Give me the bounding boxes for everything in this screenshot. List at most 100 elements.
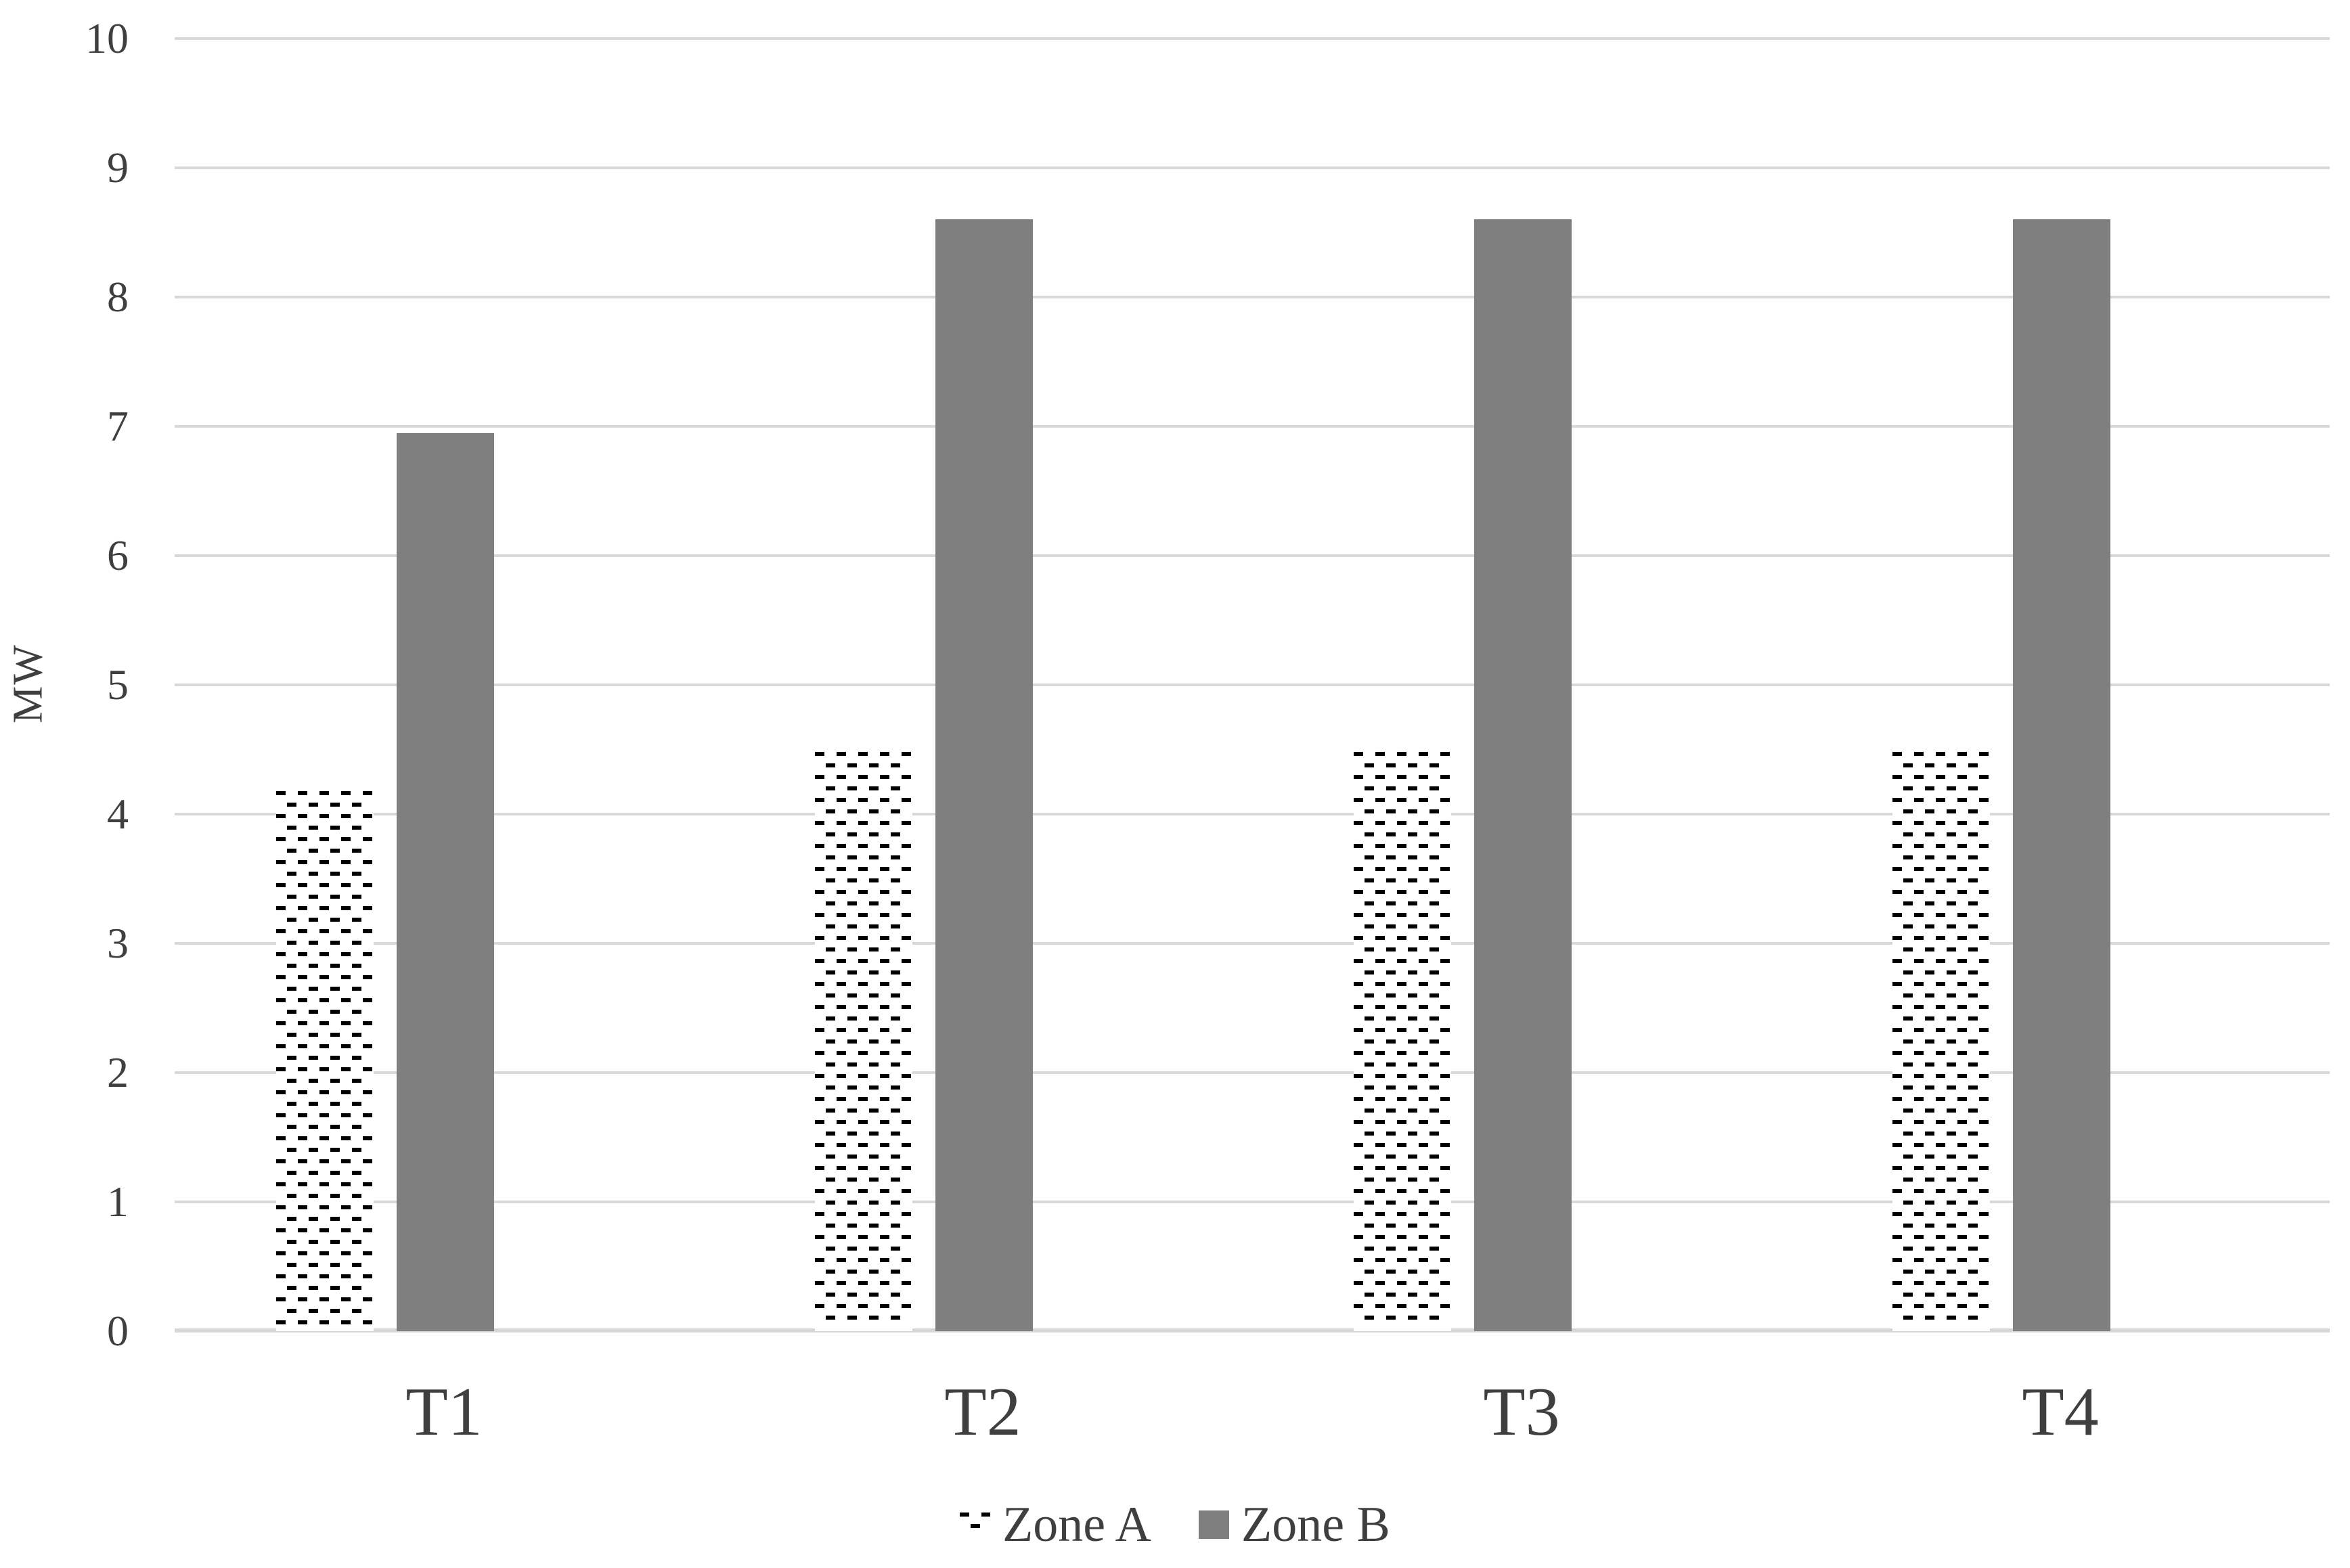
legend-item-zone-b: Zone B <box>1199 1494 1390 1555</box>
pattern-dash-row <box>1892 878 1990 882</box>
pattern-dash-row <box>815 1281 912 1285</box>
pattern-dash-row <box>276 1240 374 1244</box>
pattern-dash-row <box>276 860 374 864</box>
pattern-dash-row <box>276 849 374 853</box>
pattern-dash-row <box>276 952 374 956</box>
pattern-dash-row <box>1354 1039 1451 1044</box>
pattern-dash-row <box>1354 1178 1451 1182</box>
y-tick-label: 5 <box>107 660 129 709</box>
pattern-dash-row <box>276 1113 374 1117</box>
pattern-dash-row <box>1354 1293 1451 1297</box>
category-label-t2: T2 <box>944 1374 1021 1450</box>
pattern-dash-row <box>1354 832 1451 836</box>
category-label-t1: T1 <box>405 1374 483 1450</box>
bar-zone-a-t1 <box>276 788 374 1331</box>
gridline <box>175 684 2330 686</box>
pattern-dash-row <box>1892 1270 1990 1274</box>
pattern-dash-row <box>276 791 374 795</box>
pattern-dash-row <box>1354 1304 1451 1308</box>
y-tick-label: 2 <box>107 1048 129 1096</box>
pattern-dash-row <box>1892 1166 1990 1170</box>
pattern-dash-row <box>1354 1051 1451 1055</box>
pattern-dash-row <box>1354 1016 1451 1021</box>
pattern-dash-row <box>1892 947 1990 951</box>
pattern-dash-row <box>1892 1051 1990 1055</box>
pattern-dash-row <box>815 809 912 813</box>
pattern-dash-row <box>276 906 374 910</box>
pattern-dash-row <box>1354 1120 1451 1124</box>
pattern-dash-row <box>1892 970 1990 975</box>
pattern-dash-row <box>1892 1108 1990 1113</box>
pattern-dash-row <box>1892 855 1990 859</box>
pattern-dash-row <box>1354 1201 1451 1205</box>
pattern-dash-row <box>1892 763 1990 767</box>
pattern-dash-row <box>815 1028 912 1032</box>
pattern-dash-row <box>815 1016 912 1021</box>
pattern-dash-row <box>815 901 912 905</box>
pattern-dash-row <box>1892 936 1990 940</box>
category-slot-t2 <box>713 39 1252 1331</box>
pattern-dash-row <box>1892 798 1990 802</box>
pattern-dash-row <box>1354 1166 1451 1170</box>
pattern-dash-row <box>815 775 912 779</box>
legend: Zone A Zone B <box>0 1494 2350 1555</box>
gridline <box>175 425 2330 428</box>
pattern-dash-row <box>276 1159 374 1163</box>
pattern-dash-row <box>815 1178 912 1182</box>
pattern-dash-row <box>1892 1028 1990 1032</box>
pattern-dash-row <box>1892 1304 1990 1308</box>
pattern-dash-row <box>1354 936 1451 940</box>
pattern-dash-row <box>815 1224 912 1228</box>
pattern-dash-row <box>815 1155 912 1159</box>
pattern-dash-row <box>1354 786 1451 790</box>
gridline <box>175 37 2330 40</box>
legend-item-zone-a: Zone A <box>960 1494 1151 1555</box>
pattern-dash-row <box>1892 1005 1990 1009</box>
pattern-dash-row <box>1354 763 1451 767</box>
pattern-dash-row <box>1892 1155 1990 1159</box>
pattern-dash-row <box>1892 832 1990 836</box>
pattern-dash-row <box>815 1166 912 1170</box>
pattern-dash-row <box>1354 1108 1451 1113</box>
pattern-dash-row <box>815 1235 912 1239</box>
pattern-dash-row <box>815 1085 912 1090</box>
pattern-dash-row <box>1892 1224 1990 1228</box>
pattern-dash-row <box>815 1316 912 1320</box>
gridline <box>175 1201 2330 1203</box>
pattern-dash-row <box>1354 798 1451 802</box>
pattern-dash-row <box>276 883 374 887</box>
pattern-dash-row <box>815 970 912 975</box>
pattern-dash-row <box>1892 901 1990 905</box>
bar-zone-b-t3 <box>1474 219 1572 1331</box>
pattern-dash-row <box>1892 1258 1990 1262</box>
pattern-dash-row <box>1354 993 1451 998</box>
pattern-dash-row <box>1892 1212 1990 1216</box>
category-slot-t1 <box>175 39 713 1331</box>
pattern-dash-row <box>276 1171 374 1175</box>
pattern-dash-row <box>1892 1085 1990 1090</box>
pattern-dash-row <box>1892 959 1990 963</box>
pattern-dash-row <box>815 1074 912 1078</box>
pattern-dash-row <box>1892 1143 1990 1147</box>
pattern-dash-row <box>815 1247 912 1251</box>
pattern-dash-row <box>276 895 374 899</box>
pattern-dash-row <box>815 832 912 836</box>
pattern-dash-row <box>1892 924 1990 928</box>
pattern-dash-row <box>815 1293 912 1297</box>
category-label-t3: T3 <box>1483 1374 1560 1450</box>
pattern-dash-row <box>1892 821 1990 825</box>
y-tick-label: 7 <box>107 402 129 450</box>
pattern-dash-row <box>1892 867 1990 871</box>
pattern-dash-row <box>960 1524 991 1528</box>
pattern-dash-row <box>1354 878 1451 882</box>
pattern-dash-row <box>815 763 912 767</box>
pattern-dash-row <box>276 1079 374 1083</box>
pattern-dash-row <box>1354 1097 1451 1101</box>
gridline <box>175 1071 2330 1074</box>
pattern-dash-row <box>815 1005 912 1009</box>
legend-swatch-dashed-pattern <box>960 1510 991 1539</box>
pattern-dash-row <box>815 1270 912 1274</box>
pattern-dash-row <box>815 855 912 859</box>
pattern-dash-row <box>276 1309 374 1313</box>
pattern-dash-row <box>1892 1201 1990 1205</box>
